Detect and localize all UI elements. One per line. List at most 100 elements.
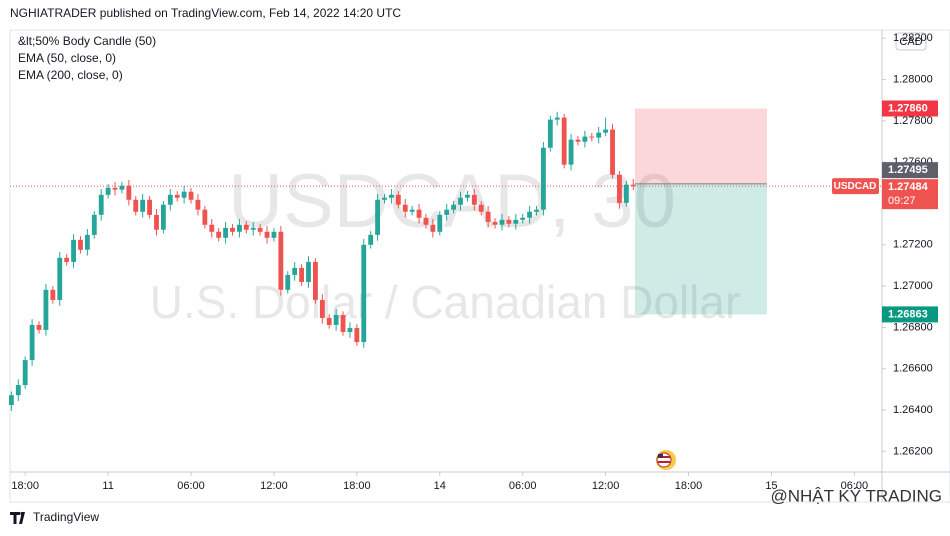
candle-body (236, 224, 242, 232)
candle-body (513, 219, 519, 224)
target-zone (635, 183, 767, 315)
candle-body (181, 191, 187, 198)
brand: TradingView (33, 510, 99, 524)
candle-body (154, 214, 159, 230)
indicator-label: EMA (50, close, 0) (18, 51, 116, 65)
candle-body (603, 129, 609, 133)
candle-body (458, 197, 463, 205)
x-tick-label: 18:00 (343, 480, 371, 492)
candle-body (375, 199, 381, 235)
y-tick-label: 1.27200 (893, 239, 933, 251)
y-tick-label: 1.26400 (893, 404, 933, 416)
candle-body (554, 117, 560, 120)
candle-body (119, 185, 125, 190)
candle-body (64, 257, 70, 262)
candle-body (71, 239, 76, 262)
y-tick-label: 1.27800 (893, 115, 933, 127)
candle-body (299, 267, 305, 282)
author-watermark: @NHẬT KÝ TRADING (770, 486, 942, 505)
candle-body (368, 234, 374, 245)
indicator-label: &lt;50% Body Candle (50) (18, 34, 156, 48)
symbol-label-bg (832, 178, 879, 195)
candle-body (43, 289, 49, 330)
candle-body (126, 185, 132, 200)
candle-body (271, 231, 277, 238)
target-label: 1.26863 (888, 308, 928, 320)
candle-body (465, 194, 470, 198)
candle-body (534, 209, 539, 212)
candle-body (250, 227, 256, 230)
y-tick-label: 1.27000 (893, 280, 933, 292)
currency: CAD (899, 36, 922, 48)
description-watermark: U.S. Dollar / Canadian Dollar (150, 276, 741, 328)
x-tick-label: 11 (102, 480, 113, 492)
candle-body (216, 231, 222, 238)
candle-body (147, 199, 152, 215)
frame (9, 29, 950, 503)
candle-body (160, 204, 166, 230)
candle-body (610, 129, 615, 175)
indicator-label: EMA (200, close, 0) (18, 68, 123, 82)
symbol-watermark: USDCAD, 30 (228, 159, 676, 244)
candle-body (29, 324, 35, 361)
candle-body (617, 174, 622, 203)
candle-body (84, 234, 90, 250)
candle-body (285, 274, 291, 290)
candle-body (312, 261, 318, 300)
candle-body (423, 217, 429, 225)
candle-body (333, 315, 339, 325)
candle-body (623, 184, 629, 203)
y-tick-label: 1.26200 (893, 445, 933, 457)
y-tick-label: 1.28200 (893, 32, 933, 44)
stop-label-bg (882, 100, 938, 117)
candle-body (264, 231, 270, 238)
candle-body (340, 315, 346, 332)
candle-body (499, 219, 505, 225)
target-label-bg (882, 306, 938, 323)
candle-body (520, 217, 526, 220)
last-price-bg (882, 179, 938, 210)
candle-body (575, 139, 581, 142)
candle-body (167, 194, 173, 205)
candle-body (133, 199, 139, 212)
candle-body (395, 194, 401, 205)
candle-body (202, 209, 208, 225)
candle-body (112, 187, 118, 190)
currency-badge (895, 32, 927, 51)
candle-body (471, 194, 477, 205)
x-tick-label: 15 (765, 480, 777, 492)
candle-body (561, 117, 567, 165)
candle-body (195, 199, 201, 210)
candle-body (347, 328, 353, 332)
x-tick-label: 12:00 (592, 480, 620, 492)
candle-body (589, 136, 595, 138)
entry-label: 1.27495 (888, 164, 928, 176)
candle-body (547, 119, 553, 148)
candle-body (50, 289, 56, 300)
x-tick-label: 12:00 (260, 480, 288, 492)
stop-zone (635, 108, 767, 184)
candle-body (582, 136, 588, 142)
countdown: 09:27 (888, 195, 916, 207)
x-tick-label: 18:00 (11, 480, 39, 492)
entry-label-bg (882, 162, 938, 179)
y-tick-label: 1.28000 (893, 73, 933, 85)
candle-body (243, 224, 249, 230)
candle-body (478, 204, 484, 212)
candle-body (319, 299, 325, 318)
candle-body (57, 257, 63, 300)
symbol-label: USDCAD (834, 181, 877, 192)
candle-body (326, 317, 332, 325)
candle-body (22, 360, 28, 386)
candle-body (105, 187, 111, 195)
plot (8, 108, 882, 411)
candle-body (416, 209, 422, 218)
candle-body (188, 191, 194, 200)
stop-label: 1.27860 (888, 102, 928, 114)
x-tick-label: 18:00 (675, 480, 703, 492)
candle-body (209, 224, 215, 232)
y-tick-label: 1.26600 (893, 363, 933, 375)
header: NGHIATRADER published on TradingView.com… (10, 6, 401, 20)
